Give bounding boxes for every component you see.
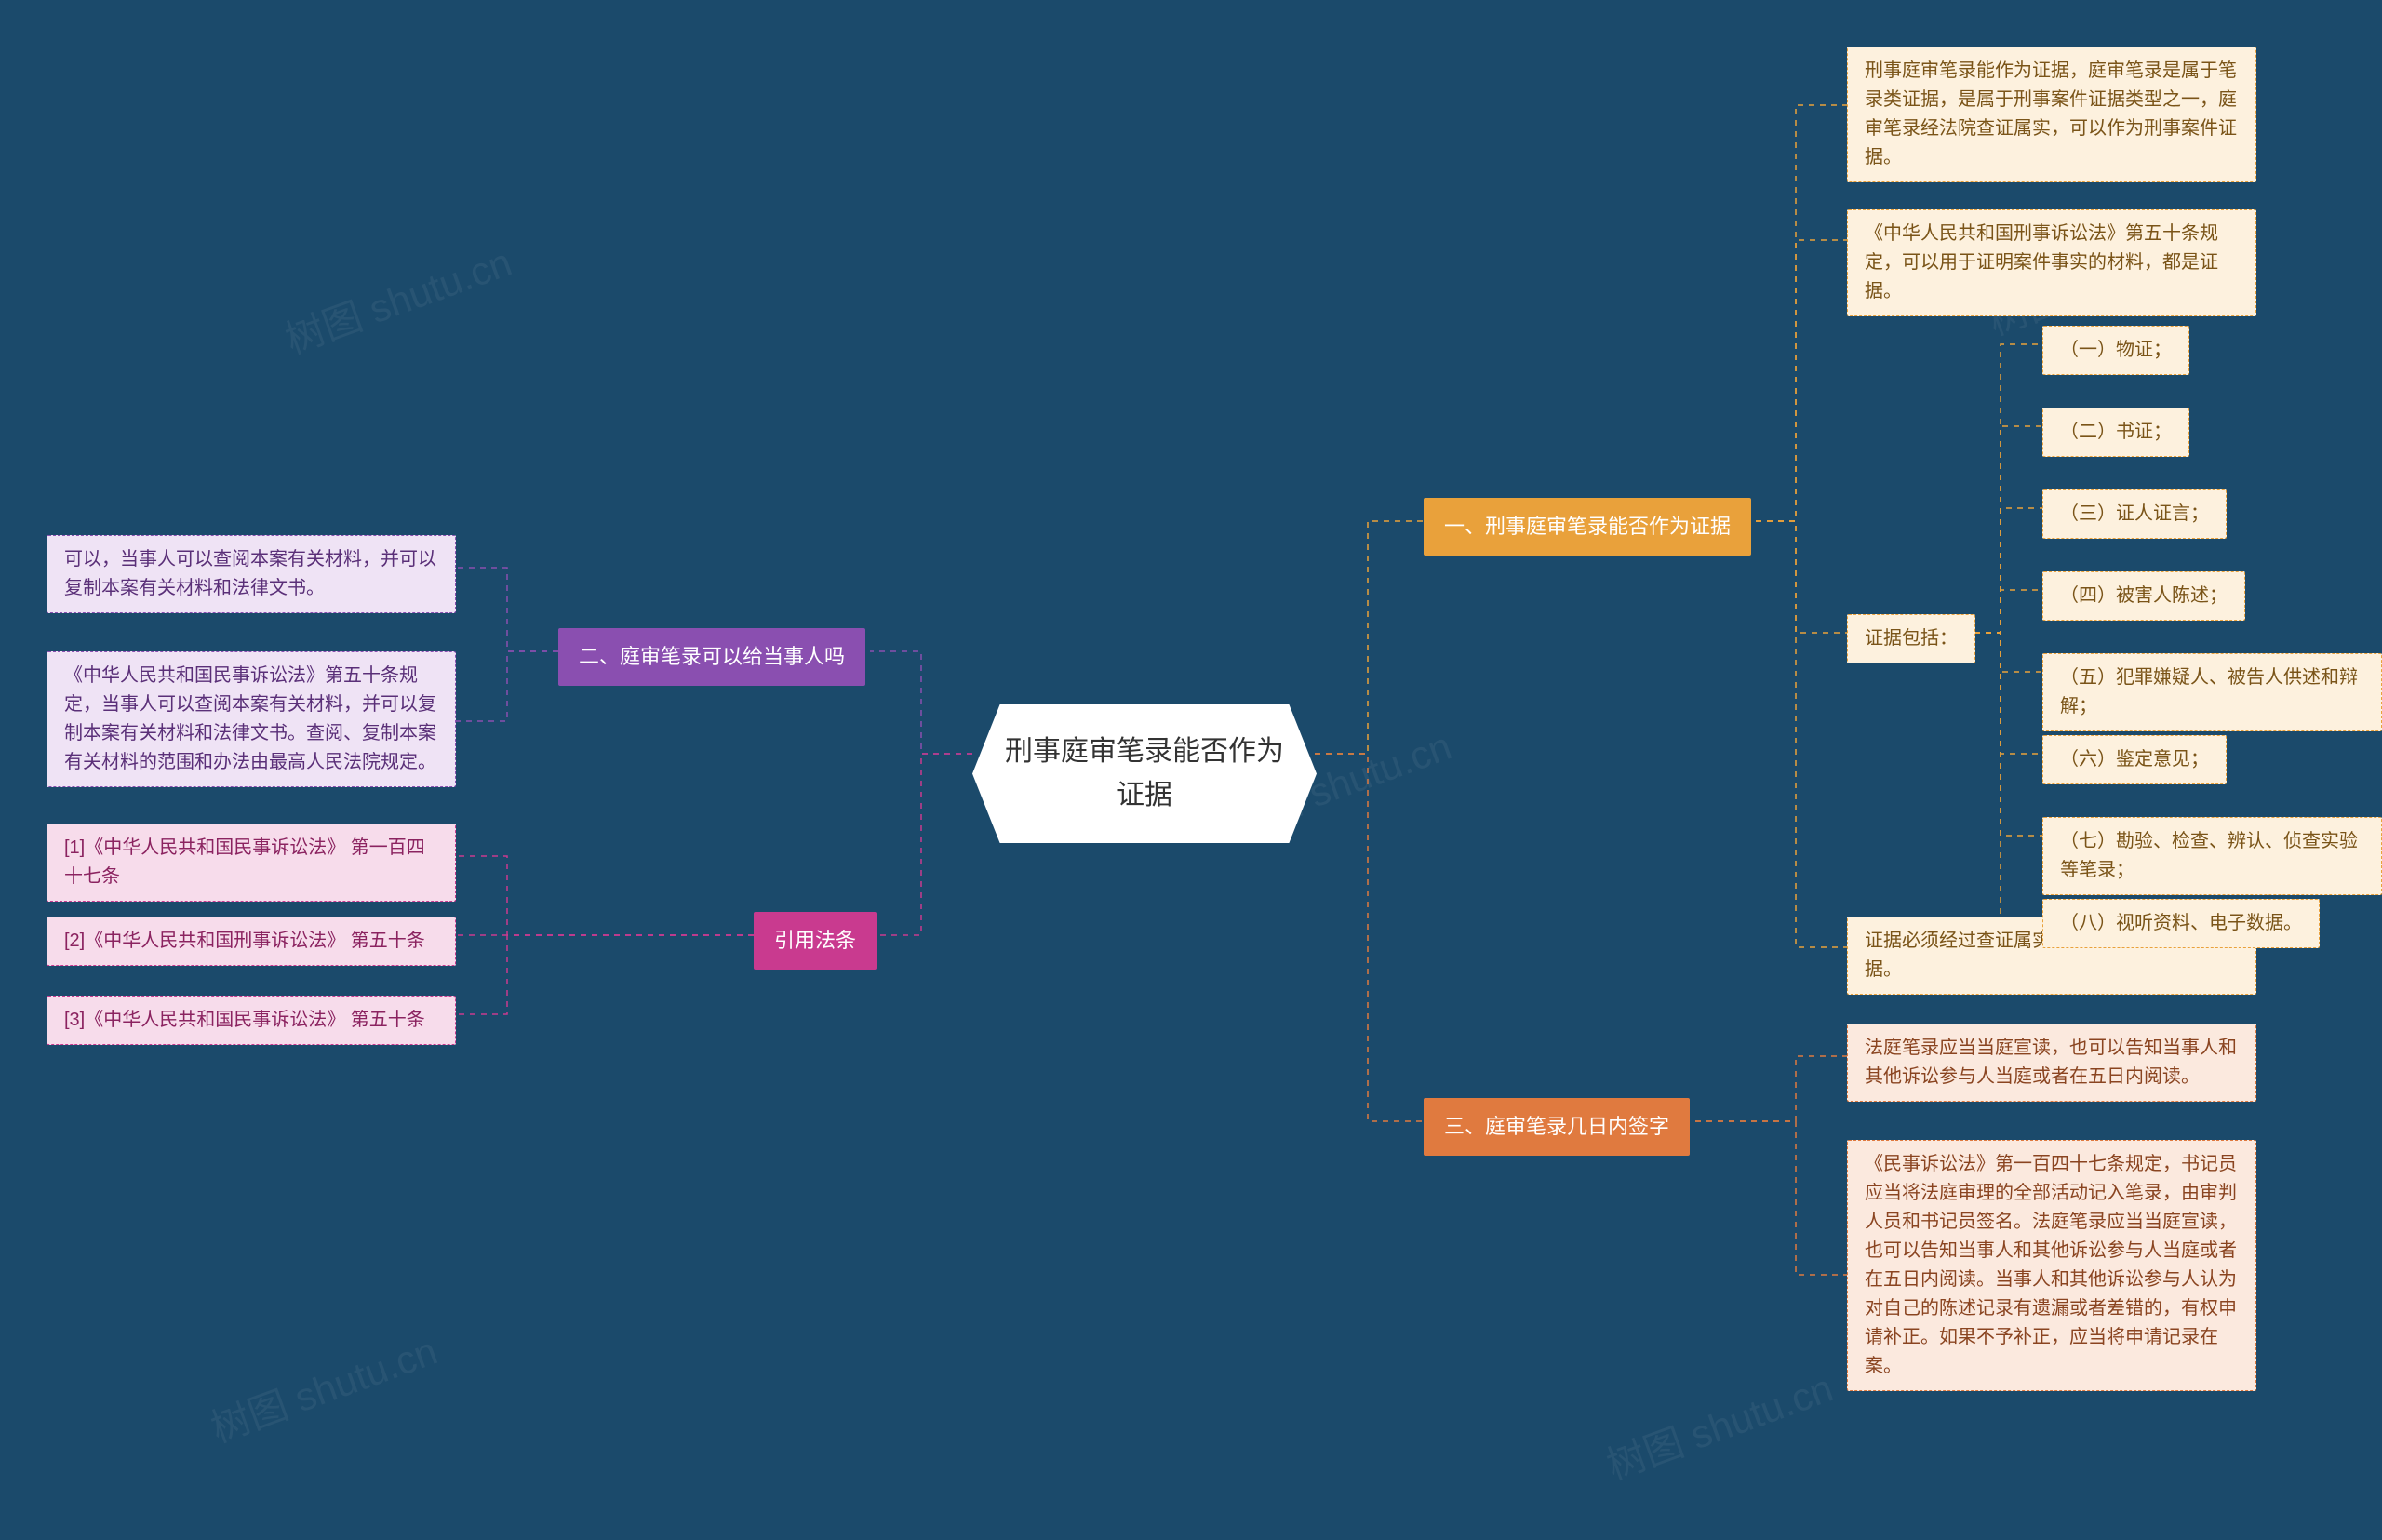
- branch-3: 三、庭审笔录几日内签字: [1424, 1098, 1690, 1156]
- branch-3-leaf-1: 法庭笔录应当当庭宣读，也可以告知当事人和其他诉讼参与人当庭或者在五日内阅读。: [1847, 1024, 2256, 1102]
- evidence-item-1: （一）物证；: [2042, 326, 2189, 375]
- branch-3-leaf-2: 《民事诉讼法》第一百四十七条规定，书记员应当将法庭审理的全部活动记入笔录，由审判…: [1847, 1140, 2256, 1391]
- branch-1: 一、刑事庭审笔录能否作为证据: [1424, 498, 1751, 556]
- evidence-item-5: （五）犯罪嫌疑人、被告人供述和辩解；: [2042, 653, 2382, 731]
- branch-4-leaf-2: [2]《中华人民共和国刑事诉讼法》 第五十条: [47, 917, 456, 966]
- evidence-item-7: （七）勘验、检查、辨认、侦查实验等笔录；: [2042, 817, 2382, 895]
- branch-2-leaf-2: 《中华人民共和国民事诉讼法》第五十条规定，当事人可以查阅本案有关材料，并可以复制…: [47, 651, 456, 787]
- branch-2-leaf-1: 可以，当事人可以查阅本案有关材料，并可以复制本案有关材料和法律文书。: [47, 535, 456, 613]
- evidence-item-3: （三）证人证言；: [2042, 489, 2227, 539]
- watermark: 树图 shutu.cn: [276, 231, 518, 365]
- branch-4: 引用法条: [754, 912, 877, 970]
- branch-1-leaf-3: 证据包括：: [1847, 614, 1975, 663]
- evidence-item-6: （六）鉴定意见；: [2042, 735, 2227, 784]
- evidence-item-4: （四）被害人陈述；: [2042, 571, 2245, 621]
- watermark: 树图 shutu.cn: [202, 1319, 444, 1453]
- evidence-item-8: （八）视听资料、电子数据。: [2042, 899, 2320, 948]
- branch-1-leaf-2: 《中华人民共和国刑事诉讼法》第五十条规定，可以用于证明案件事实的材料，都是证据。: [1847, 209, 2256, 316]
- branch-4-leaf-1: [1]《中华人民共和国民事诉讼法》 第一百四十七条: [47, 824, 456, 902]
- branch-4-leaf-3: [3]《中华人民共和国民事诉讼法》 第五十条: [47, 996, 456, 1045]
- watermark: 树图 shutu.cn: [1598, 1357, 1840, 1491]
- center-node: 刑事庭审笔录能否作为证据: [972, 704, 1317, 843]
- branch-1-leaf-1: 刑事庭审笔录能作为证据，庭审笔录是属于笔录类证据，是属于刑事案件证据类型之一，庭…: [1847, 47, 2256, 182]
- branch-2: 二、庭审笔录可以给当事人吗: [558, 628, 865, 686]
- evidence-item-2: （二）书证；: [2042, 408, 2189, 457]
